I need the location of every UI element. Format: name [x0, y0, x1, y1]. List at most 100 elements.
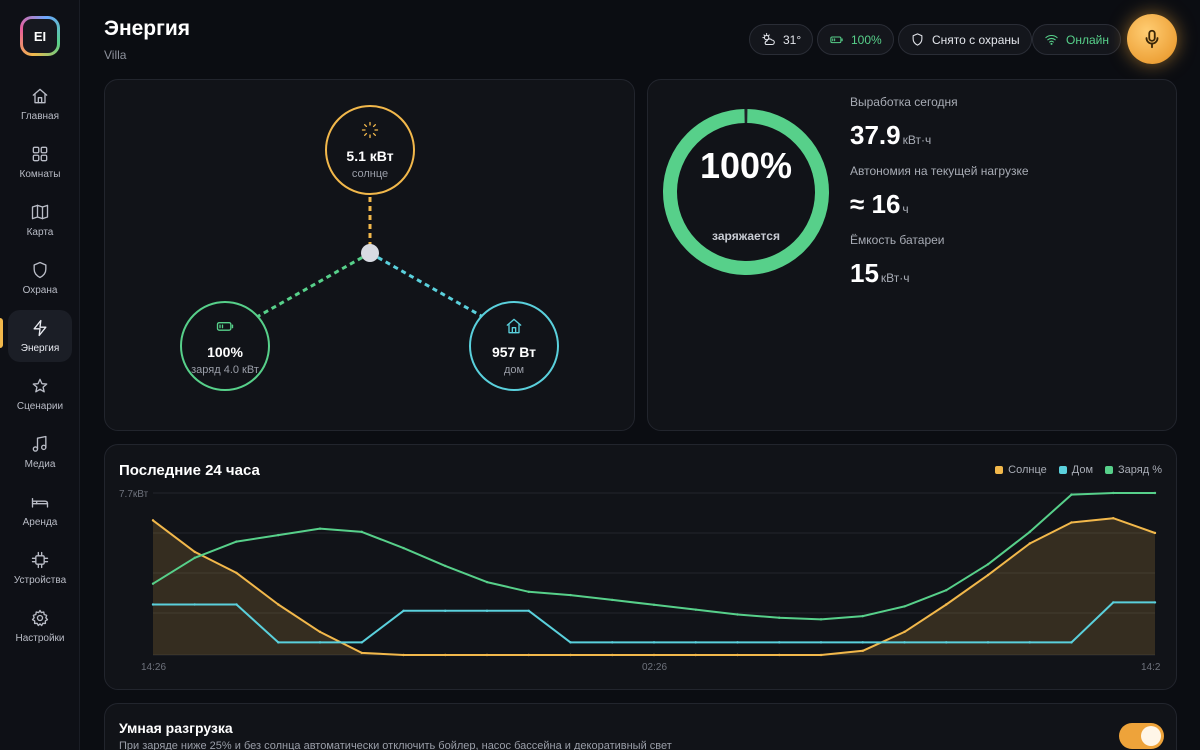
chart-legend: Солнце Дом Заряд %: [995, 464, 1162, 476]
sidebar-item-devices[interactable]: Устройства: [8, 542, 72, 594]
toggle-knob: [1141, 726, 1161, 746]
data-point: [611, 653, 614, 657]
app-logo[interactable]: EI: [20, 16, 60, 56]
battery-ring: [663, 108, 829, 275]
data-point: [903, 641, 906, 644]
data-point: [611, 598, 614, 602]
data-point: [485, 609, 489, 613]
data-point: [444, 609, 447, 613]
data-point: [1112, 517, 1115, 520]
data-point: [444, 653, 447, 657]
battery-ring-progress: [663, 108, 829, 275]
data-point: [1112, 601, 1115, 604]
series-area-solar: [153, 518, 1155, 655]
data-point: [694, 641, 697, 644]
data-point: [402, 546, 405, 550]
data-point: [945, 641, 948, 644]
sidebar-item-map[interactable]: Карта: [8, 194, 72, 246]
energy-flow-card: 5.1 кВт солнце 100% заряд 4.0 кВт 957 Вт…: [104, 79, 635, 431]
battery-node[interactable]: 100% заряд 4.0 кВт: [180, 301, 270, 391]
data-point: [527, 590, 530, 594]
data-point: [569, 641, 572, 644]
data-point: [193, 603, 196, 606]
sidebar-item-home[interactable]: Главная: [8, 78, 72, 130]
legend-label: Заряд %: [1118, 464, 1162, 476]
data-point: [819, 618, 823, 621]
legend-item-solar[interactable]: Солнце: [995, 464, 1047, 476]
data-point: [402, 653, 405, 657]
home-icon: [32, 88, 48, 104]
data-point: [945, 589, 948, 592]
sidebar-item-rental[interactable]: Аренда: [8, 484, 72, 536]
sidebar-item-settings[interactable]: Настройки: [8, 600, 72, 652]
data-point: [945, 603, 948, 606]
sidebar-item-label: Настройки: [15, 633, 65, 644]
music-icon: [32, 435, 47, 452]
data-point: [277, 603, 280, 606]
data-point: [569, 593, 572, 597]
legend-item-charge[interactable]: Заряд %: [1105, 464, 1162, 476]
home-node[interactable]: 957 Вт дом: [469, 301, 559, 391]
data-point: [277, 641, 280, 644]
data-point: [193, 556, 196, 559]
sidebar-item-label: Карта: [26, 227, 54, 238]
sidebar-item-scenes[interactable]: Сценарии: [8, 368, 72, 420]
data-point: [1070, 641, 1073, 644]
gear-icon: [31, 609, 49, 627]
sidebar-item-security[interactable]: Охрана: [8, 252, 72, 304]
data-point: [986, 641, 990, 644]
data-point: [819, 641, 823, 644]
data-point: [652, 603, 656, 606]
data-point: [1153, 601, 1157, 604]
data-point: [277, 533, 280, 537]
data-point: [235, 571, 238, 575]
data-point: [485, 653, 489, 657]
legend-label: Дом: [1071, 464, 1094, 476]
battery-chip[interactable]: 100%: [817, 24, 894, 55]
legend-swatch: [1105, 466, 1114, 474]
smart-shedding-description: При заряде ниже 25% и без солнца автомат…: [119, 740, 672, 750]
x-axis-label: 14:26: [141, 662, 167, 673]
security-status: Снято с охраны: [932, 32, 1020, 47]
online-chip[interactable]: Онлайн: [1032, 24, 1121, 55]
autonomy-label: Автономия на текущей нагрузке: [850, 164, 1029, 178]
data-point: [360, 651, 363, 655]
solar-caption: солнце: [351, 168, 389, 180]
data-point: [360, 530, 363, 534]
data-point: [527, 609, 530, 613]
security-chip[interactable]: Снято с охраны: [898, 24, 1032, 55]
data-point: [861, 641, 864, 644]
data-point: [652, 641, 656, 644]
sidebar-item-rooms[interactable]: Комнаты: [8, 136, 72, 188]
page-subtitle: Villa: [104, 48, 127, 62]
data-point: [778, 653, 781, 657]
chart-plot: [151, 491, 1157, 657]
data-point: [778, 641, 781, 644]
x-axis-label: 14:2: [1141, 662, 1161, 673]
data-point: [986, 563, 990, 566]
shield-icon: [912, 33, 923, 46]
capacity-unit: кВт·ч: [880, 271, 910, 285]
legend-item-home[interactable]: Дом: [1058, 464, 1094, 476]
active-indicator: [0, 318, 3, 348]
home-caption: дом: [503, 364, 525, 376]
home-icon: [506, 318, 522, 334]
battery-card: 100% заряжается Выработка сегодня 37.9 кВ…: [647, 79, 1177, 431]
sidebar-item-media[interactable]: Медиа: [8, 426, 72, 478]
data-point: [694, 608, 697, 611]
smart-shedding-title: Умная разгрузка: [119, 720, 233, 736]
weather-chip[interactable]: 31°: [749, 24, 814, 55]
battery-icon: [216, 322, 234, 331]
data-point: [736, 613, 739, 616]
data-point: [1153, 491, 1157, 495]
y-axis-max-label: 7.7кВт: [119, 489, 149, 500]
map-icon: [31, 204, 49, 220]
sidebar-item-label: Медиа: [24, 459, 56, 470]
voice-assistant-button[interactable]: [1127, 14, 1177, 64]
sidebar-item-energy[interactable]: Энергия: [8, 310, 72, 362]
history-chart-card: Последние 24 часа Солнце Дом Заряд % 7.7…: [104, 444, 1177, 690]
legend-swatch: [1058, 466, 1067, 474]
smart-shedding-toggle[interactable]: [1119, 723, 1164, 749]
solar-node[interactable]: 5.1 кВт солнце: [325, 105, 415, 195]
legend-swatch: [995, 466, 1004, 474]
